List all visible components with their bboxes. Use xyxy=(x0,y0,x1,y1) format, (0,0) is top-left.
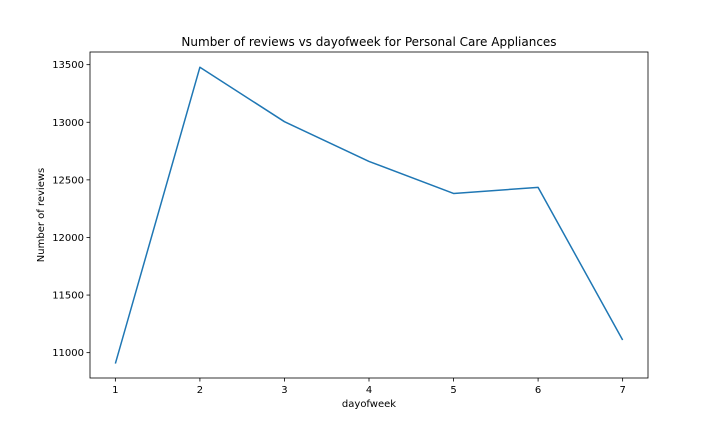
x-axis-label: dayofweek xyxy=(342,399,396,410)
chart-title: Number of reviews vs dayofweek for Perso… xyxy=(181,35,556,49)
x-tick-label: 7 xyxy=(619,385,625,396)
series-line xyxy=(114,66,624,364)
ticks: 1 2 3 4 5 6 7 11000 11500 12000 12500 13000 13500 xyxy=(52,60,626,396)
x-tick-label: 2 xyxy=(197,385,203,396)
x-tick-label: 5 xyxy=(450,385,456,396)
y-tick-label: 11500 xyxy=(52,291,84,302)
x-tick-label: 3 xyxy=(281,385,287,396)
y-tick-label: 12000 xyxy=(52,233,84,244)
x-tick-label: 1 xyxy=(112,385,118,396)
y-tick-label: 13000 xyxy=(52,118,84,129)
x-tick-label: 6 xyxy=(535,385,541,396)
y-axis-label: Number of reviews xyxy=(36,168,47,262)
x-tick-label: 4 xyxy=(366,385,372,396)
series-group xyxy=(114,66,624,364)
y-tick-label: 11000 xyxy=(52,348,84,359)
plot-frame xyxy=(89,51,649,379)
y-tick-label: 13500 xyxy=(52,60,84,71)
y-tick-label: 12500 xyxy=(52,175,84,186)
